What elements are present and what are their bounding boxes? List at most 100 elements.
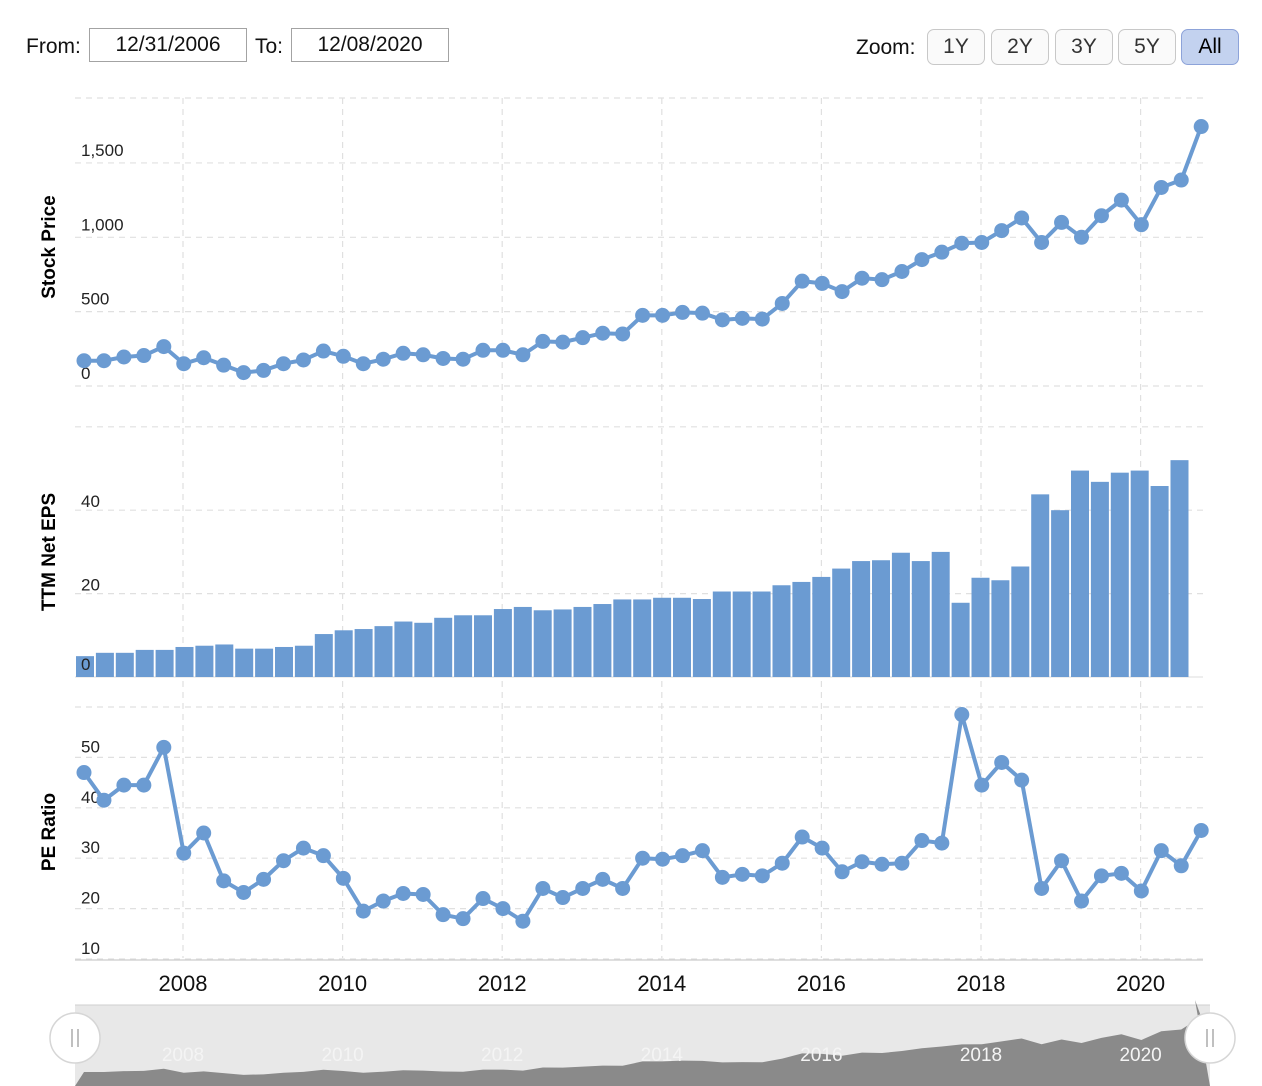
x-tick-label: 2018 [957, 971, 1006, 996]
stock-price-point [754, 311, 770, 327]
pe-ratio-point [994, 754, 1010, 770]
pe-ratio-point [196, 825, 212, 841]
x-tick-label: 2010 [318, 971, 367, 996]
stock-price-point [694, 305, 710, 321]
eps-bar [772, 585, 791, 677]
y-tick-label: 0 [81, 655, 90, 674]
zoom-2y-button[interactable]: 2Y [991, 29, 1049, 65]
eps-bar [971, 577, 990, 677]
from-label: From: [26, 35, 81, 58]
pe-ratio-point [156, 739, 172, 755]
stock-price-point [535, 333, 551, 349]
pe-ratio-point [814, 840, 830, 856]
zoom-all-button[interactable]: All [1181, 29, 1239, 65]
zoom-1y-button[interactable]: 1Y [927, 29, 985, 65]
eps-bar [95, 652, 114, 677]
navigator-right-handle[interactable] [1184, 1012, 1236, 1064]
stock-price-point [635, 307, 651, 323]
pe-ratio-point [874, 856, 890, 872]
zoom-label: Zoom: [856, 36, 916, 59]
pe-ratio-point [535, 880, 551, 896]
eps-bar [832, 568, 851, 677]
eps-bar [155, 649, 174, 677]
pe-ratio-point [216, 873, 232, 889]
stock-price-point [854, 270, 870, 286]
navigator-label: 2014 [641, 1045, 684, 1066]
eps-bar [215, 644, 234, 677]
eps-bar [275, 646, 293, 677]
stock-price-point [515, 347, 531, 363]
stock-price-point [495, 342, 511, 358]
pe-ratio-point [854, 854, 870, 870]
x-tick-label: 2014 [637, 971, 686, 996]
eps-bar [374, 626, 393, 677]
pe-ratio-point [136, 777, 152, 793]
pe-ratio-point [176, 845, 192, 861]
eps-bar [414, 622, 433, 677]
y-axis-title: Stock Price [39, 195, 60, 299]
stock-price-point [256, 362, 272, 378]
eps-bar [1130, 470, 1149, 677]
pe-ratio-point [834, 864, 850, 880]
x-tick-label: 2012 [478, 971, 527, 996]
eps-bar [235, 648, 254, 677]
eps-bar [513, 606, 532, 677]
x-tick-label: 2016 [797, 971, 846, 996]
eps-bar [673, 597, 691, 677]
eps-bar [76, 656, 94, 677]
pe-ratio-point [515, 913, 531, 929]
eps-bar [354, 629, 373, 677]
stock-price-point [655, 307, 671, 323]
pe-ratio-point [734, 866, 750, 882]
pe-ratio-point [276, 853, 291, 869]
to-date-input[interactable]: 12/08/2020 [291, 28, 449, 62]
eps-bar [792, 581, 811, 677]
eps-bar [891, 552, 910, 677]
navigator-label: 2016 [800, 1045, 842, 1066]
navigator-left-handle[interactable] [49, 1012, 101, 1064]
eps-bar [732, 591, 751, 677]
pe-ratio-point [1193, 822, 1209, 838]
pe-ratio-point [1054, 853, 1070, 869]
pe-ratio-point [974, 777, 990, 793]
stock-price-point [1054, 214, 1070, 230]
zoom-5y-button[interactable]: 5Y [1118, 29, 1176, 65]
eps-bar [334, 630, 353, 677]
eps-bar [474, 615, 492, 677]
stock-price-point [116, 349, 132, 365]
navigator-label: 2008 [162, 1045, 204, 1066]
pe-ratio-point [894, 855, 910, 871]
x-tick-label: 2008 [159, 971, 208, 996]
stock-price-point [395, 345, 411, 361]
navigator-label: 2018 [960, 1045, 1002, 1066]
pe-ratio-point [475, 891, 491, 907]
navigator-label: 2012 [481, 1045, 523, 1066]
y-tick-label: 30 [81, 838, 100, 857]
eps-bar [1051, 510, 1070, 677]
stock-price-point [216, 357, 232, 373]
eps-bar [1110, 472, 1129, 677]
stock-price-point [814, 275, 830, 291]
pe-ratio-point [934, 835, 950, 851]
stock-price-point [335, 348, 351, 364]
pe-ratio-point [774, 855, 790, 871]
y-tick-label: 500 [81, 290, 109, 309]
stock-price-point [1153, 179, 1169, 195]
stock-price-point [675, 304, 690, 320]
navigator-label: 2020 [1119, 1045, 1161, 1066]
eps-bar [294, 645, 313, 677]
y-axis-title: TTM Net EPS [39, 493, 60, 611]
stock-price-point [276, 356, 291, 372]
pe-ratio-point [794, 829, 810, 845]
eps-bar [493, 609, 512, 677]
stock-price-point [196, 350, 212, 366]
y-tick-label: 10 [81, 939, 100, 958]
eps-bar [175, 646, 194, 677]
eps-bar [255, 648, 274, 677]
from-date-input[interactable]: 12/31/2006 [89, 28, 247, 62]
zoom-3y-button[interactable]: 3Y [1055, 29, 1113, 65]
eps-bar [394, 621, 413, 677]
eps-bar [1090, 481, 1109, 677]
eps-bar [533, 610, 552, 677]
pe-ratio-point [295, 840, 311, 856]
